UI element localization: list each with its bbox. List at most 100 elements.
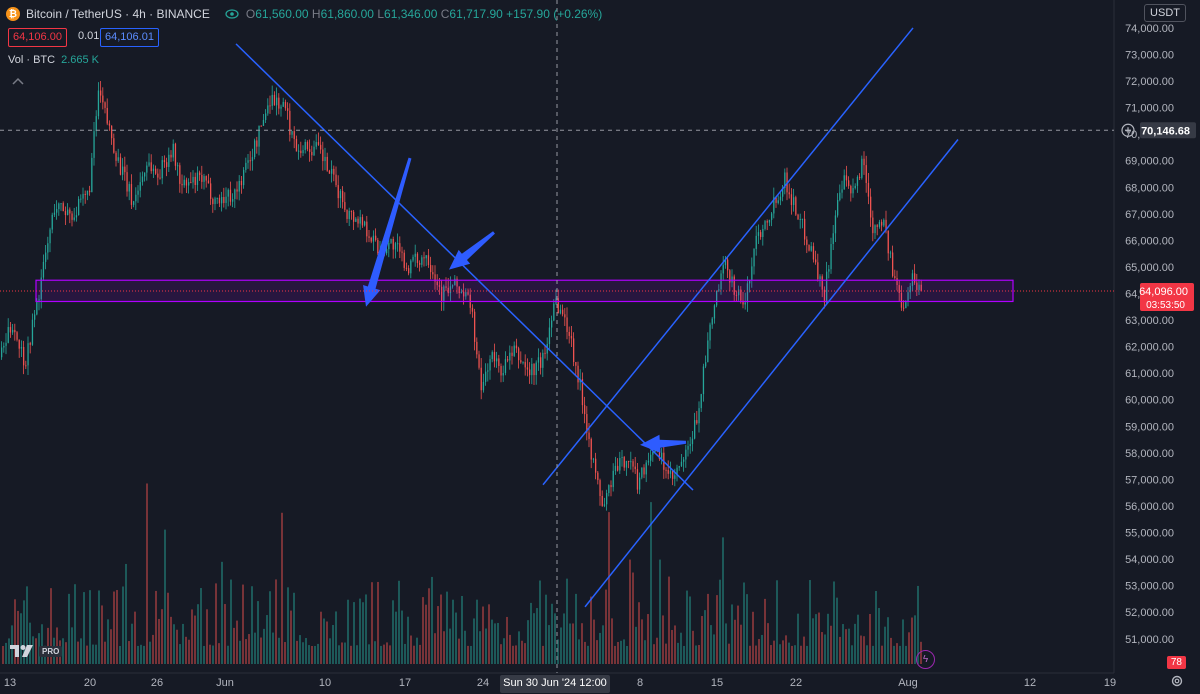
volume-bar [743, 582, 745, 664]
volume-bar [425, 604, 427, 664]
candle [221, 191, 223, 212]
gear-icon[interactable] [1170, 674, 1184, 688]
candle [859, 173, 861, 180]
candle [513, 341, 515, 358]
volume-bar [536, 608, 538, 664]
volume-legend: Vol · BTC 2.665 K [8, 54, 99, 66]
candle [496, 351, 498, 368]
candle [51, 212, 53, 234]
volume-bar [773, 640, 775, 664]
volume-bar [299, 635, 301, 664]
candle [161, 156, 163, 185]
support-zone[interactable] [35, 279, 1014, 303]
volume-bar [605, 589, 607, 664]
plus-circle-icon[interactable] [1121, 123, 1135, 137]
candle [82, 187, 84, 206]
lightning-icon[interactable]: ϟ [916, 650, 935, 669]
candle [122, 158, 124, 181]
sell-price-button[interactable]: 64,106.00 [8, 28, 67, 47]
volume-bar [752, 611, 754, 664]
candle [489, 355, 491, 380]
candle [12, 324, 14, 335]
candle [909, 282, 911, 299]
candle [117, 148, 119, 163]
volume-bar [347, 599, 349, 664]
volume-bar [884, 626, 886, 664]
volume-bar [827, 613, 829, 664]
annotation-arrow[interactable] [363, 157, 412, 307]
candle [889, 250, 892, 259]
candle [669, 461, 672, 479]
eye-icon[interactable] [224, 6, 240, 22]
channel-upper[interactable] [542, 27, 914, 486]
symbol-title[interactable]: Bitcoin / TetherUS · 4h · BINANCE [26, 7, 210, 21]
candle [188, 178, 190, 194]
candle [738, 285, 740, 301]
volume-bar [647, 614, 649, 664]
volume-bar [767, 623, 769, 664]
candle [313, 140, 315, 157]
volume-bar [746, 594, 748, 664]
candle [9, 321, 12, 338]
candle [355, 217, 357, 223]
collapse-icon[interactable] [10, 76, 26, 88]
volume-bar [575, 593, 577, 664]
descending-trendline[interactable] [235, 43, 694, 491]
volume-bar [821, 632, 823, 664]
volume-bar [167, 592, 169, 664]
candle [876, 223, 878, 236]
candle [815, 250, 817, 265]
volume-bar [311, 645, 313, 664]
volume-bar [41, 624, 43, 664]
volume-bar [887, 617, 889, 664]
candle [130, 174, 133, 210]
candle [601, 490, 603, 507]
candle [504, 351, 507, 376]
volume-bar [137, 645, 139, 664]
volume-bar [815, 614, 817, 664]
volume-bar [176, 629, 178, 664]
volume-bar [581, 623, 583, 664]
volume-bar [689, 596, 691, 664]
volume-bar [248, 634, 250, 664]
candle [271, 85, 273, 110]
candle [485, 363, 487, 386]
volume-bar [749, 645, 751, 664]
candle [278, 93, 280, 115]
candle [306, 140, 309, 152]
volume-bar [344, 642, 346, 664]
candle [804, 211, 806, 246]
annotation-arrow[interactable] [640, 434, 687, 453]
volume-bar [335, 611, 337, 664]
bitcoin-icon: ₿ [6, 7, 20, 21]
volume-bar [512, 645, 514, 664]
candle [326, 152, 328, 172]
candle [174, 142, 177, 171]
volume-bar [131, 623, 133, 664]
channel-lower[interactable] [584, 139, 959, 608]
candle [920, 279, 922, 292]
currency-selector[interactable]: USDT [1144, 4, 1186, 22]
candle [73, 207, 75, 222]
volume-bar [422, 597, 424, 664]
volume-bar [452, 599, 454, 664]
scale-badge[interactable]: 78 [1166, 656, 1186, 669]
volume-bar [791, 645, 793, 664]
buy-price-button[interactable]: 64,106.01 [100, 28, 159, 47]
volume-bar [77, 641, 79, 664]
candle [544, 345, 546, 359]
candle [830, 237, 832, 274]
candle [799, 213, 801, 229]
candle [634, 456, 636, 474]
volume-bar [305, 638, 307, 664]
candle [874, 224, 876, 239]
candle [821, 274, 823, 298]
price-axis[interactable]: 74,000.0073,000.0072,000.0071,000.0070,0… [1113, 0, 1174, 673]
candle [238, 175, 240, 201]
time-axis[interactable]: 13 20 26 Jun 10 17 24 8 15 22 Aug 12 19 [0, 672, 1116, 689]
candle [742, 291, 744, 309]
volume-bar [701, 616, 703, 664]
volume-bar [632, 572, 634, 664]
annotation-arrow[interactable] [449, 231, 495, 270]
